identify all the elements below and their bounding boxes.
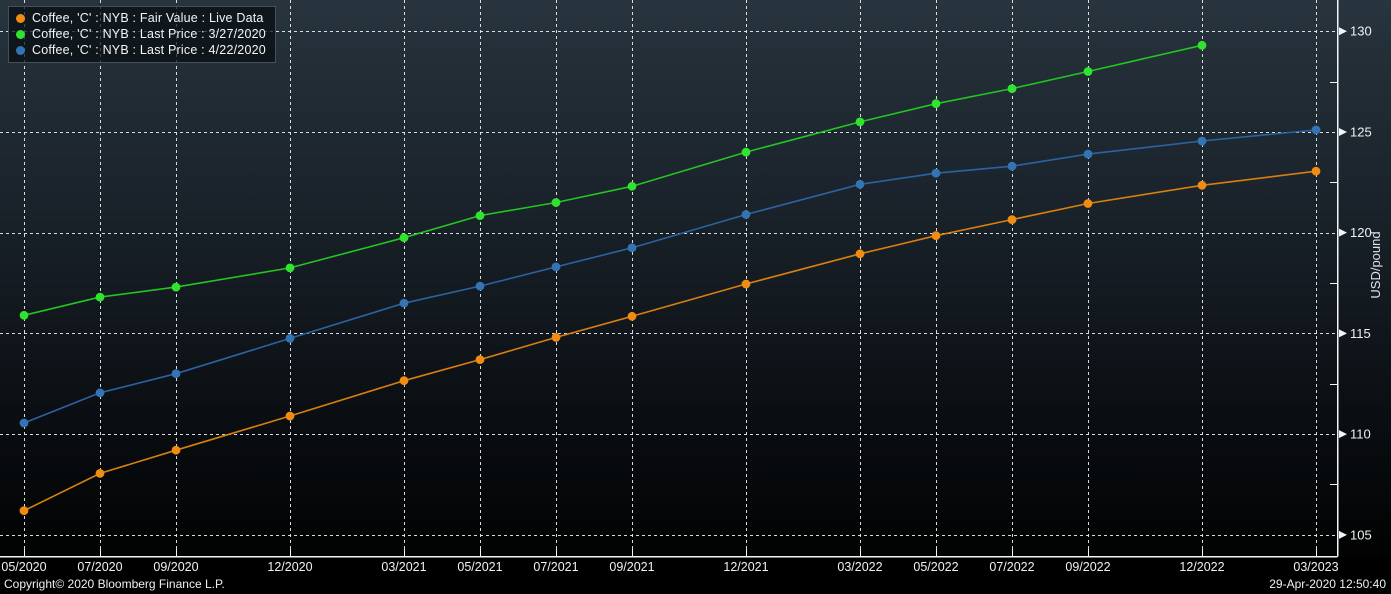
- legend-label: Coffee, 'C' : NYB : Last Price : 4/22/20…: [32, 43, 266, 57]
- x-tick-label: 09/2020: [153, 560, 198, 574]
- x-tick-label: 05/2022: [913, 560, 958, 574]
- data-point[interactable]: [95, 388, 105, 398]
- data-point[interactable]: [627, 311, 637, 321]
- data-point[interactable]: [1007, 215, 1017, 225]
- data-point[interactable]: [19, 418, 29, 428]
- data-point[interactable]: [399, 298, 409, 308]
- y-tick-arrow-icon: [1339, 27, 1347, 36]
- data-point[interactable]: [475, 355, 485, 364]
- footer-strip: [0, 557, 1391, 594]
- legend-label: Coffee, 'C' : NYB : Last Price : 3/27/20…: [32, 27, 266, 41]
- data-point[interactable]: [171, 445, 181, 455]
- x-tick-label: 12/2022: [1179, 560, 1224, 574]
- data-point[interactable]: [741, 279, 751, 289]
- legend-marker-icon: [16, 13, 25, 23]
- timestamp-text: 29-Apr-2020 12:50:40: [1269, 577, 1386, 591]
- legend-label: Coffee, 'C' : NYB : Fair Value : Live Da…: [32, 11, 264, 25]
- data-point[interactable]: [1197, 180, 1207, 190]
- y-tick-arrow-icon: [1339, 329, 1347, 338]
- data-point[interactable]: [1007, 84, 1017, 93]
- data-point[interactable]: [551, 262, 561, 272]
- legend-marker-icon: [16, 45, 25, 55]
- data-point[interactable]: [1311, 166, 1321, 176]
- data-point[interactable]: [855, 117, 865, 127]
- y-tick-arrow-icon: [1339, 127, 1347, 136]
- y-tick-arrow-icon: [1339, 228, 1347, 237]
- data-point[interactable]: [399, 376, 409, 386]
- data-point[interactable]: [1083, 199, 1093, 208]
- y-tick-label: 125: [1350, 124, 1372, 139]
- data-point[interactable]: [931, 168, 941, 178]
- x-tick-label: 07/2022: [989, 560, 1034, 574]
- legend-item[interactable]: Coffee, 'C' : NYB : Fair Value : Live Da…: [16, 10, 266, 26]
- data-point[interactable]: [1083, 67, 1093, 76]
- data-point[interactable]: [931, 99, 941, 109]
- data-point[interactable]: [475, 211, 485, 221]
- y-tick-label: 130: [1350, 24, 1372, 39]
- x-tick-label: 05/2020: [1, 560, 46, 574]
- y-tick-label: 105: [1350, 527, 1372, 542]
- y-tick-label: 120: [1350, 225, 1372, 240]
- data-point[interactable]: [285, 263, 295, 273]
- legend-marker-icon: [16, 29, 25, 39]
- data-point[interactable]: [399, 233, 409, 243]
- x-tick-label: 03/2021: [381, 560, 426, 574]
- data-point[interactable]: [1197, 136, 1207, 146]
- legend-item[interactable]: Coffee, 'C' : NYB : Last Price : 3/27/20…: [16, 26, 266, 42]
- data-point[interactable]: [19, 310, 29, 320]
- data-point[interactable]: [627, 181, 637, 191]
- data-point[interactable]: [171, 282, 181, 292]
- y-tick-arrow-icon: [1339, 430, 1347, 439]
- x-tick-label: 03/2023: [1293, 560, 1338, 574]
- x-tick-label: 07/2021: [533, 560, 578, 574]
- series-line-2: [23, 129, 1317, 424]
- data-point[interactable]: [855, 179, 865, 189]
- x-tick-label: 09/2022: [1065, 560, 1110, 574]
- y-tick-label: 115: [1350, 326, 1371, 341]
- data-point[interactable]: [1197, 40, 1207, 50]
- data-point[interactable]: [475, 281, 485, 291]
- y-axis-title: USD/pound: [1368, 231, 1383, 298]
- x-tick-label: 12/2021: [723, 560, 768, 574]
- series-line-0: [23, 170, 1317, 512]
- x-tick-label: 09/2021: [609, 560, 654, 574]
- data-point[interactable]: [285, 334, 295, 343]
- chart-legend: Coffee, 'C' : NYB : Fair Value : Live Da…: [8, 6, 276, 63]
- x-tick-label: 03/2022: [837, 560, 882, 574]
- series-line-1: [23, 44, 1203, 317]
- data-point[interactable]: [627, 243, 637, 253]
- y-tick-label: 110: [1350, 427, 1371, 442]
- data-point[interactable]: [171, 369, 181, 379]
- x-tick-label: 05/2021: [457, 560, 502, 574]
- data-point[interactable]: [551, 333, 561, 342]
- data-point[interactable]: [855, 249, 865, 259]
- y-tick-arrow-icon: [1339, 530, 1347, 539]
- legend-item[interactable]: Coffee, 'C' : NYB : Last Price : 4/22/20…: [16, 42, 266, 58]
- data-point[interactable]: [285, 411, 295, 421]
- data-point[interactable]: [1311, 125, 1321, 135]
- data-point[interactable]: [1083, 149, 1093, 159]
- data-point[interactable]: [741, 210, 751, 219]
- x-tick-label: 07/2020: [77, 560, 122, 574]
- data-point[interactable]: [741, 147, 751, 157]
- data-point[interactable]: [19, 506, 29, 516]
- data-point[interactable]: [931, 231, 941, 241]
- x-tick-label: 12/2020: [267, 560, 312, 574]
- data-point[interactable]: [95, 469, 105, 478]
- data-point[interactable]: [95, 292, 105, 302]
- data-point[interactable]: [1007, 161, 1017, 171]
- data-point[interactable]: [551, 198, 561, 207]
- copyright-text: Copyright© 2020 Bloomberg Finance L.P.: [4, 577, 225, 591]
